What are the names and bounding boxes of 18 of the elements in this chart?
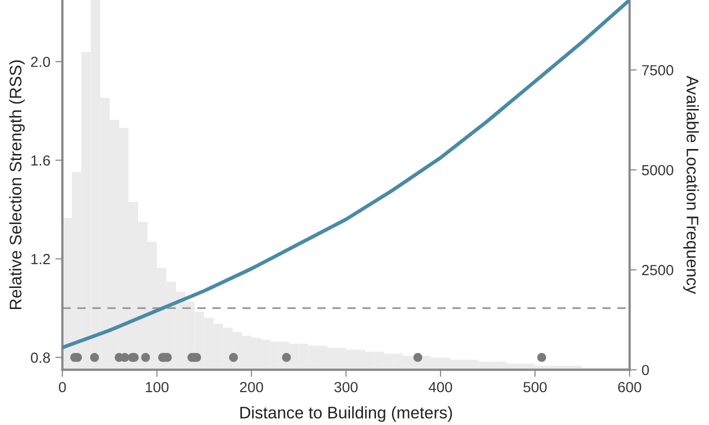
x-tick-label: 600: [618, 382, 642, 392]
x-axis-title: Distance to Building (meters): [240, 406, 452, 422]
y-tick-label: 2.0: [31, 56, 50, 68]
x-tick-label: 200: [240, 382, 264, 392]
y2-tick-label: 7500: [642, 65, 674, 76]
y2-tick-label: 0: [642, 364, 649, 376]
x-tick-label: 500: [523, 382, 547, 392]
y-tick-label: 0.8: [30, 352, 50, 363]
x-tick-label: 100: [146, 382, 169, 392]
y2-axis-title: Available Location Frequency: [683, 76, 699, 294]
y2-tick-label: 5000: [642, 164, 674, 176]
x-tick-label: 400: [428, 382, 452, 392]
y-tick-label: 1.6: [31, 155, 50, 166]
y2-tick-label: 2500: [642, 264, 674, 276]
x-tick-label: 300: [334, 382, 358, 392]
y-tick-label: 1.2: [31, 254, 50, 264]
y-axis-title: Relative Selection Strength (RSS): [9, 60, 25, 310]
x-tick-label: 0: [58, 382, 66, 392]
